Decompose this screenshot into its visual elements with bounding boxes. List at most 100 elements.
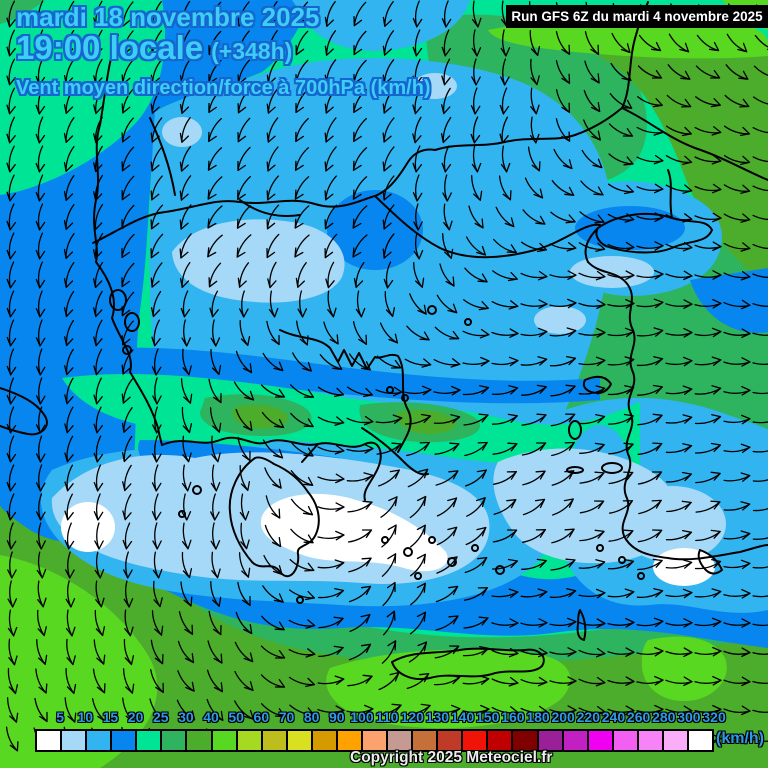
wind-arrow [413,232,424,260]
wind-arrow [35,145,46,173]
wind-arrow [5,726,19,752]
wind-arrow [264,467,282,489]
wind-arrow [261,615,285,631]
wind-arrow [726,33,748,53]
wind-arrow [636,241,664,251]
wind-arrow [208,1,222,27]
wind-arrow [36,522,46,550]
wind-arrow [288,619,316,629]
wind-arrow [378,469,400,487]
map-subtitle: Vent moyen direction/force à 700hPa (km/… [16,77,431,99]
wind-arrow [578,270,606,281]
wind-arrow [382,1,394,27]
scale-tick-label: 80 [303,709,320,725]
wind-arrow [179,58,191,86]
wind-arrow [65,609,76,637]
wind-arrow [412,0,423,28]
wind-arrow [317,473,345,484]
wind-arrow [549,676,577,686]
wind-arrow [433,674,461,686]
wind-arrow [723,357,751,367]
wind-arrow [63,261,75,289]
wind-arrow [92,261,104,289]
wind-arrow [35,406,46,434]
wind-arrow [266,204,280,230]
wind-arrow [413,203,423,231]
wind-arrow [233,381,255,401]
scale-tick-label: 150 [476,709,500,725]
wind-arrow [349,353,371,371]
wind-arrow [93,0,103,28]
wind-arrow [752,537,768,540]
wind-arrow [182,348,192,376]
scale-cell [588,731,614,750]
wind-arrow [409,293,427,315]
wind-arrow [578,385,606,395]
wind-arrow [381,640,397,664]
wind-arrow [665,559,693,569]
wind-arrow [294,234,310,258]
wind-arrow [319,354,343,370]
wind-arrow [695,65,721,79]
wind-arrow [353,1,367,27]
wind-arrow [93,174,104,202]
wind-arrow [237,581,251,607]
wind-arrow [260,645,286,659]
wind-arrow [436,526,458,546]
wind-arrow [261,411,285,429]
scale-tick-label: 180 [526,709,550,725]
wind-arrow [443,203,453,231]
wind-arrow [665,327,693,338]
wind-arrow [694,704,722,715]
wind-arrow [665,443,693,454]
wind-arrow [35,290,46,318]
wind-arrow [63,58,75,86]
wind-arrow [150,1,162,27]
wind-arrow [35,377,46,405]
wind-arrow [64,493,74,521]
scale-cell [563,731,589,750]
scale-cell [689,731,713,750]
wind-arrow [123,580,134,608]
scale-tick-label: 220 [576,709,600,725]
wind-arrow [752,362,768,365]
wind-arrow [266,233,280,259]
wind-arrow [636,212,664,223]
wind-arrow [578,299,606,310]
wind-arrow [500,29,511,57]
wind-arrow [263,554,283,576]
wind-arrow [406,325,430,341]
wind-arrow [150,146,163,172]
wind-arrow [608,413,634,425]
wind-arrow [608,153,634,166]
scale-cell [287,731,313,750]
wind-arrow [665,705,693,716]
wind-arrow [150,639,164,665]
wind-arrow [210,493,220,521]
wind-arrow [210,522,221,550]
wind-arrow [324,204,338,230]
wind-arrow [462,328,490,339]
wind-arrow [352,176,368,200]
wind-arrow [122,464,132,492]
wind-arrow [440,116,452,144]
wind-arrow [122,493,132,521]
wind-arrow [93,319,103,347]
wind-arrow [578,356,606,367]
wind-arrow [464,267,488,283]
wind-arrow [665,184,693,194]
wind-arrow [462,645,490,657]
wind-arrow [150,117,163,143]
wind-arrow [724,94,750,108]
wind-arrow [752,332,768,336]
wind-arrow [295,117,309,143]
wind-arrow [324,175,337,201]
wind-arrow [439,263,455,287]
wind-arrow [471,29,482,57]
wind-arrow [182,435,192,463]
wind-arrow [579,529,605,542]
wind-arrow [121,349,134,375]
wind-arrow [752,680,768,684]
